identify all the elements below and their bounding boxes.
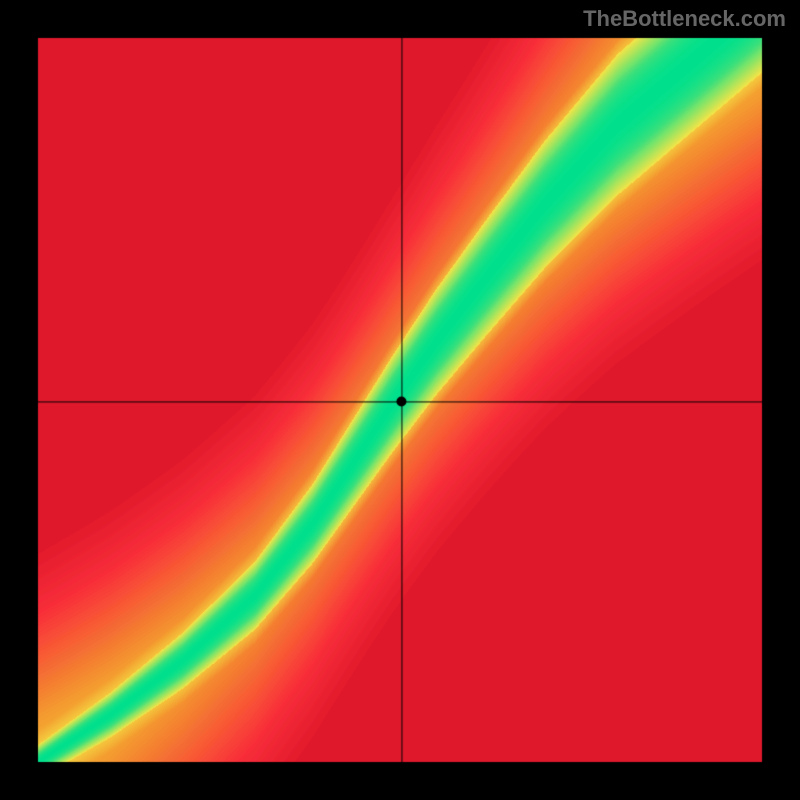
watermark-text: TheBottleneck.com [583, 6, 786, 32]
bottleneck-heatmap [0, 0, 800, 800]
